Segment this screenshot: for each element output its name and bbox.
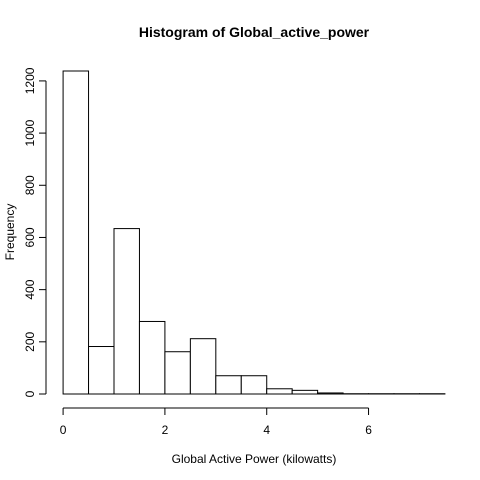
y-axis: 0 200 400 600 800 1000 1200 (23, 67, 47, 397)
y-axis-label: Frequency (3, 204, 17, 261)
y-tick-label: 600 (23, 227, 37, 247)
histogram-bar (62, 70, 90, 395)
histogram-bar (164, 351, 191, 395)
histogram-bar (266, 388, 293, 395)
chart-title: Histogram of Global_active_power (139, 24, 370, 40)
histogram-bar (240, 375, 268, 395)
histogram-bar (291, 389, 319, 395)
histogram-bar (215, 375, 242, 395)
y-tick-label: 1200 (23, 67, 37, 94)
bars-group (62, 70, 446, 395)
x-tick-label: 0 (60, 423, 67, 437)
y-tick-label: 1000 (23, 119, 37, 146)
histogram-bar (88, 346, 115, 395)
histogram-bar (317, 392, 344, 395)
x-axis: 0 2 4 6 (60, 407, 372, 437)
x-tick-label: 6 (365, 423, 372, 437)
x-tick-label: 2 (162, 423, 169, 437)
x-axis-label: Global Active Power (kilowatts) (172, 452, 337, 466)
y-tick-label: 400 (23, 279, 37, 299)
y-tick-label: 200 (23, 331, 37, 351)
histogram-bar (138, 320, 166, 395)
y-tick-label: 800 (23, 175, 37, 195)
x-tick-label: 4 (263, 423, 270, 437)
histogram-bar (113, 228, 140, 395)
y-tick-label: 0 (23, 390, 37, 397)
histogram-bar (189, 338, 217, 395)
